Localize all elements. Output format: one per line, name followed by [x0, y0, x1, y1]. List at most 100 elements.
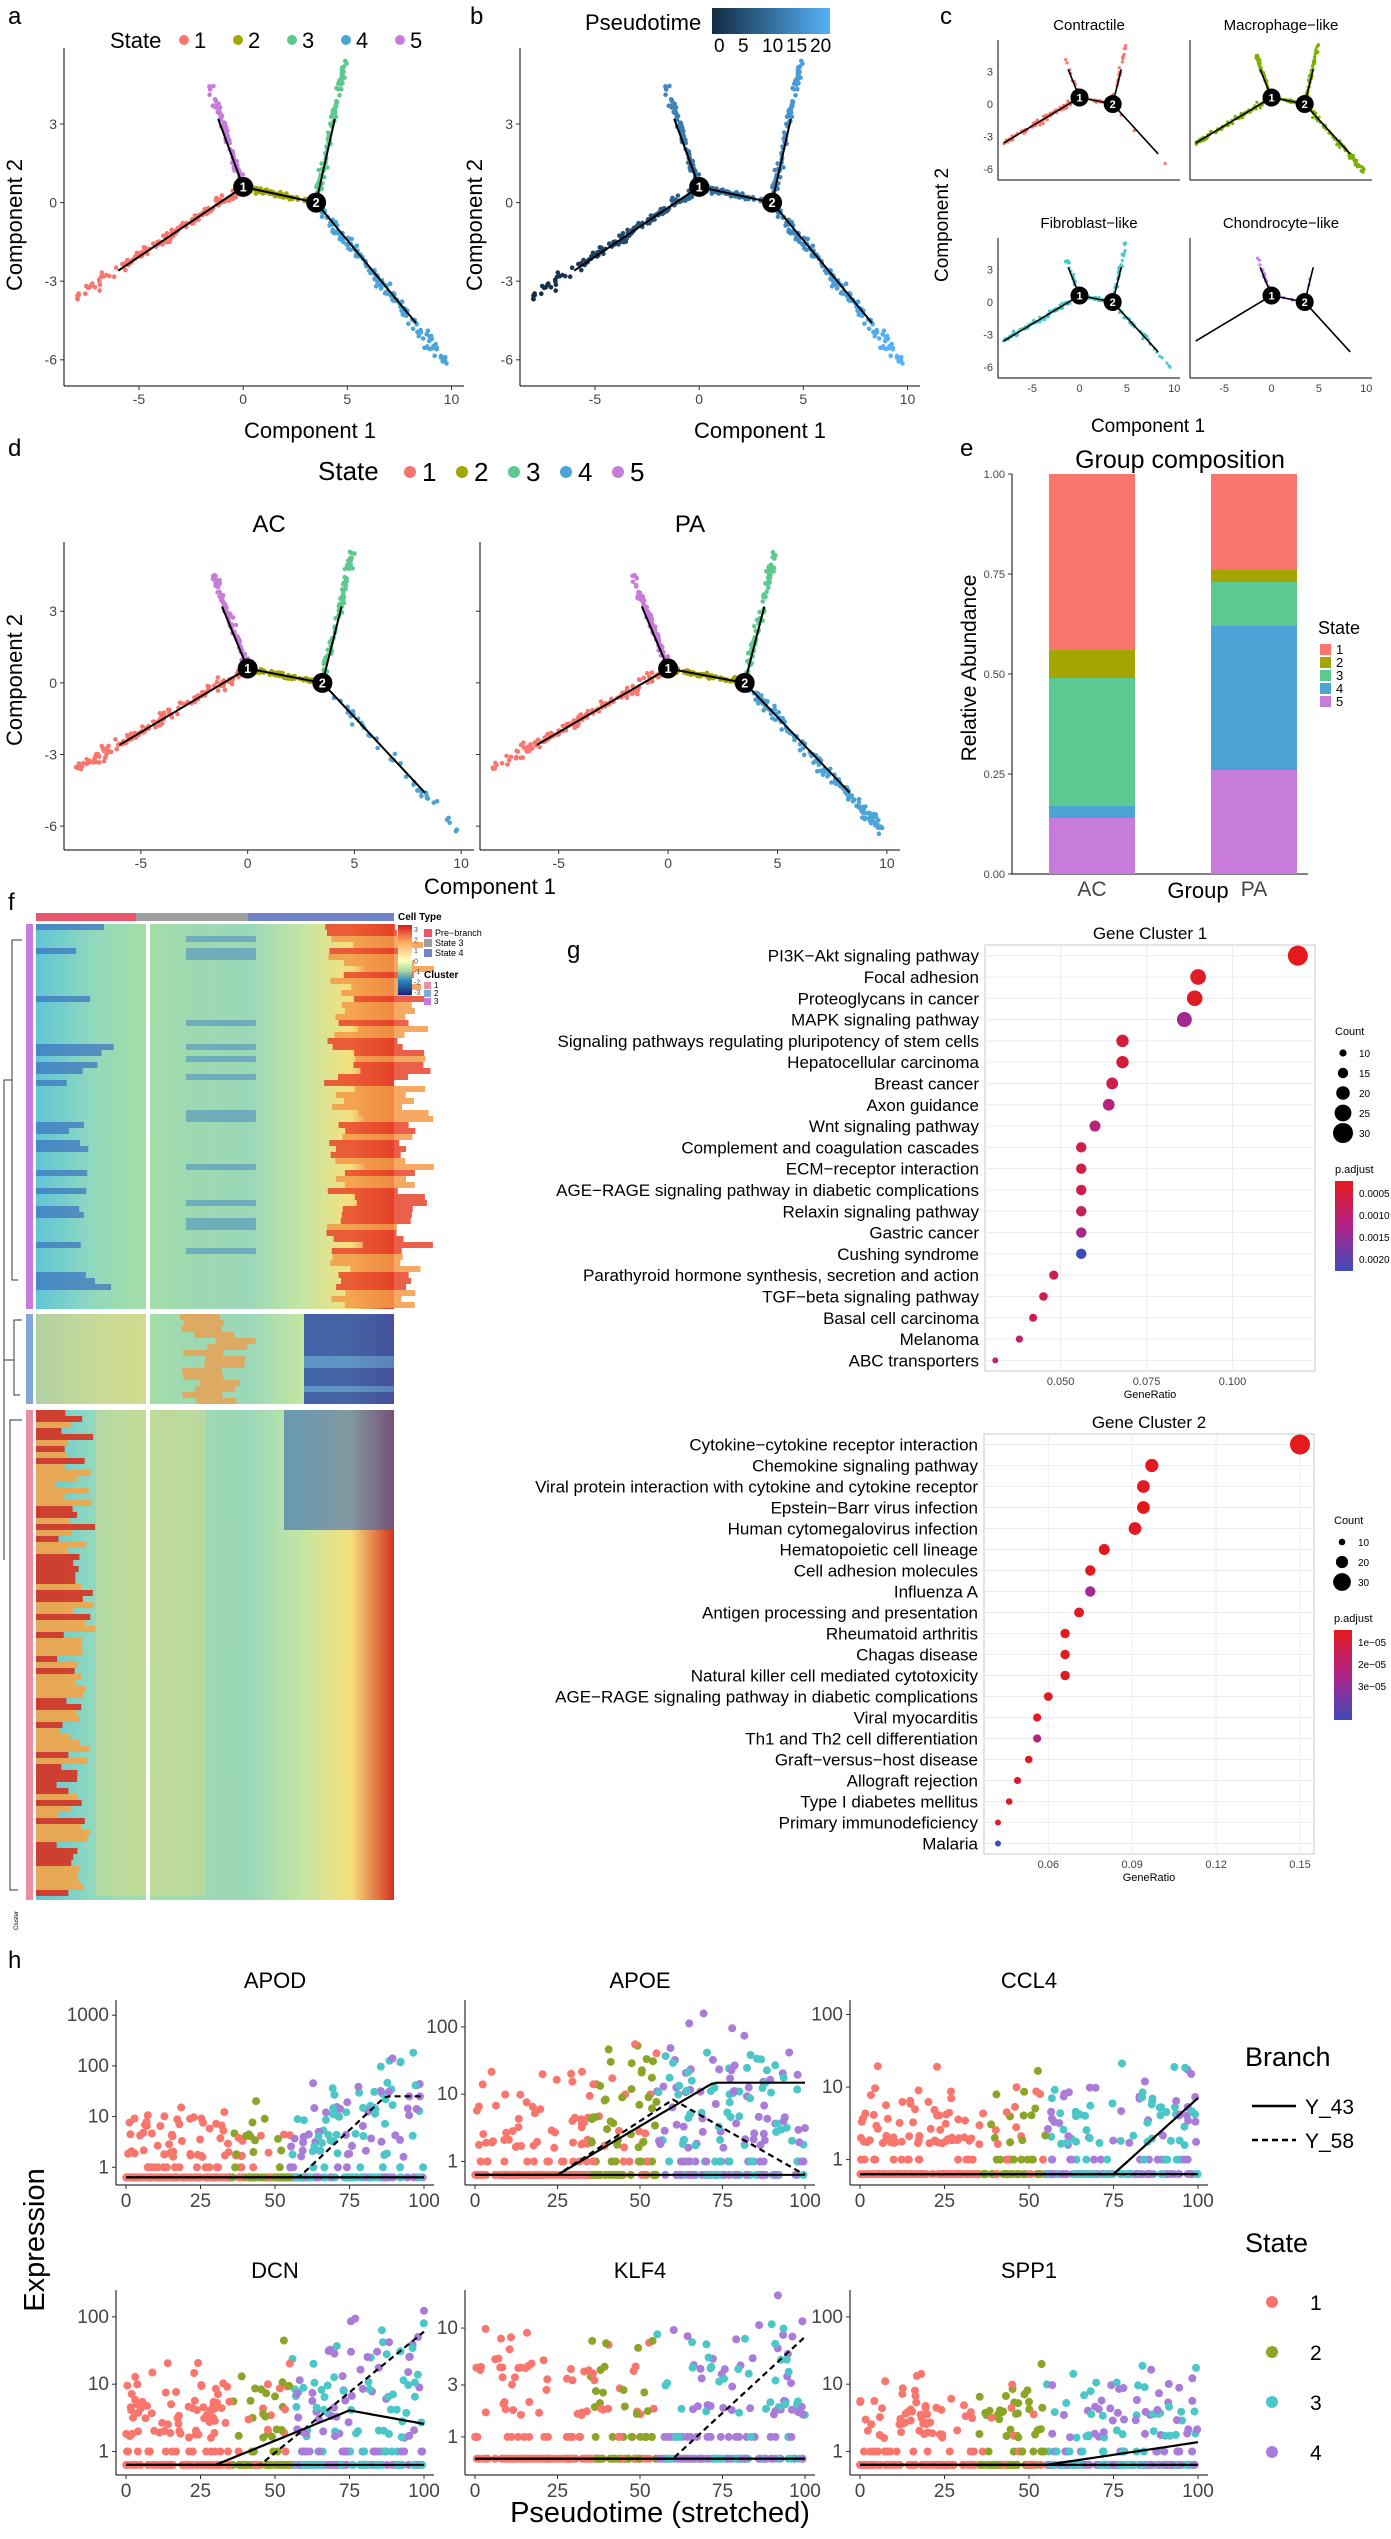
heatmap-cell [36, 1530, 71, 1536]
expression-point [680, 2123, 688, 2131]
expression-point [909, 2118, 917, 2126]
expression-point [730, 2087, 738, 2095]
heatmap-cell [338, 1074, 408, 1080]
expression-point [168, 2131, 176, 2139]
expression-point [419, 2163, 427, 2171]
cell-point [342, 601, 347, 606]
cluster-swatch [424, 998, 431, 1005]
y-tick-label: 100 [77, 2056, 109, 2077]
color-legend-label: 0.0005 [1359, 1189, 1390, 1200]
heatmap-cell [96, 1632, 206, 1638]
heatmap-cell [339, 1272, 409, 1278]
heatmap-cell [96, 1584, 206, 1590]
cell-point [762, 594, 767, 599]
cell-point [772, 553, 777, 558]
term-label: Focal adhesion [864, 968, 979, 987]
expression-point [343, 2098, 351, 2106]
expression-point [1081, 2112, 1089, 2120]
expression-point [359, 2104, 367, 2112]
enrichment-dot [1060, 1629, 1069, 1638]
term-label: Viral myocarditis [854, 1709, 978, 1728]
expression-point [309, 2147, 317, 2155]
expression-point [771, 2061, 779, 2069]
heatmap-cell [36, 1650, 82, 1656]
heatmap-cell [96, 1512, 206, 1518]
panel-letter-a: a [8, 3, 22, 30]
expression-point [635, 2101, 643, 2109]
heatmap-cell [36, 1314, 146, 1320]
cell-type-label: State 4 [435, 948, 464, 958]
heatmap-cell [36, 1476, 77, 1482]
expression-point [175, 2120, 183, 2128]
expression-point [567, 2070, 575, 2078]
expression-point [1108, 2100, 1116, 2108]
celltype-bar-pre-branch [36, 913, 136, 921]
cell-point [1259, 106, 1262, 109]
bar-segment-state-1 [1049, 474, 1135, 650]
expression-point [381, 2120, 389, 2128]
cell-point [326, 130, 331, 135]
cell-point [555, 275, 560, 280]
heatmap-cell [96, 1842, 206, 1848]
cell-point [212, 573, 217, 578]
heatmap-cell [186, 1056, 256, 1062]
expression-point [608, 2158, 616, 2166]
expression-point [793, 2085, 801, 2093]
cell-point [1067, 261, 1070, 264]
term-label: Axon guidance [867, 1096, 979, 1115]
cell-type-swatch [424, 939, 432, 947]
cell-point [180, 701, 185, 706]
heatmap-cell [96, 1566, 206, 1572]
y-axis-label-e: Relative Abundance [958, 575, 981, 762]
heatmap-cell [36, 1044, 114, 1050]
cell-point [207, 684, 212, 689]
heatmap-cell [331, 1296, 401, 1302]
heatmap-cell [36, 1356, 146, 1362]
heatmap-cell [96, 1836, 206, 1842]
expression-point [500, 2136, 508, 2144]
legend-swatch-state-5 [1320, 696, 1331, 707]
cell-point [766, 586, 771, 591]
expression-point [735, 2112, 743, 2120]
cell-point [445, 817, 450, 822]
x-tick-label: 0 [121, 2191, 132, 2212]
heatmap-cell [304, 1326, 394, 1332]
heatmap-cell [36, 1662, 78, 1668]
expression-point [1103, 2156, 1111, 2164]
expression-point [1117, 2137, 1125, 2145]
legend-label-state-1: 1 [194, 28, 206, 53]
heatmap-cell [358, 1026, 428, 1032]
expression-point [1003, 2108, 1011, 2116]
cell-point [570, 265, 575, 270]
cell-point [341, 594, 346, 599]
heatmap-cell [36, 1860, 71, 1866]
heatmap-cell [196, 1398, 236, 1404]
cell-point [776, 214, 781, 219]
heatmap-cell [36, 1800, 82, 1806]
heatmap-cell [36, 1620, 85, 1626]
cell-point [214, 98, 219, 103]
heatmap-cell [364, 1164, 434, 1170]
legend-label-state-2: 2 [248, 28, 260, 53]
expression-point [757, 2055, 765, 2063]
expression-point [144, 2111, 152, 2119]
heatmap-cell [345, 1290, 415, 1296]
expression-point [1188, 2107, 1196, 2115]
cell-point [579, 712, 584, 717]
heatmap-cell [353, 1062, 423, 1068]
heatmap-cell [345, 1008, 415, 1014]
heatmap-cell [36, 1626, 95, 1632]
cell-point [635, 688, 640, 693]
cell-point [835, 286, 840, 291]
expression-point [1017, 2156, 1025, 2164]
cell-point [1312, 60, 1315, 63]
term-label: Chemokine signaling pathway [752, 1457, 978, 1476]
plot-panel [985, 945, 1315, 1371]
legend-label-state-3: 3 [526, 457, 540, 487]
expression-point [569, 2139, 577, 2147]
expression-point [1092, 2084, 1100, 2092]
cell-point [214, 582, 219, 587]
heatmap-cell [36, 1674, 81, 1680]
